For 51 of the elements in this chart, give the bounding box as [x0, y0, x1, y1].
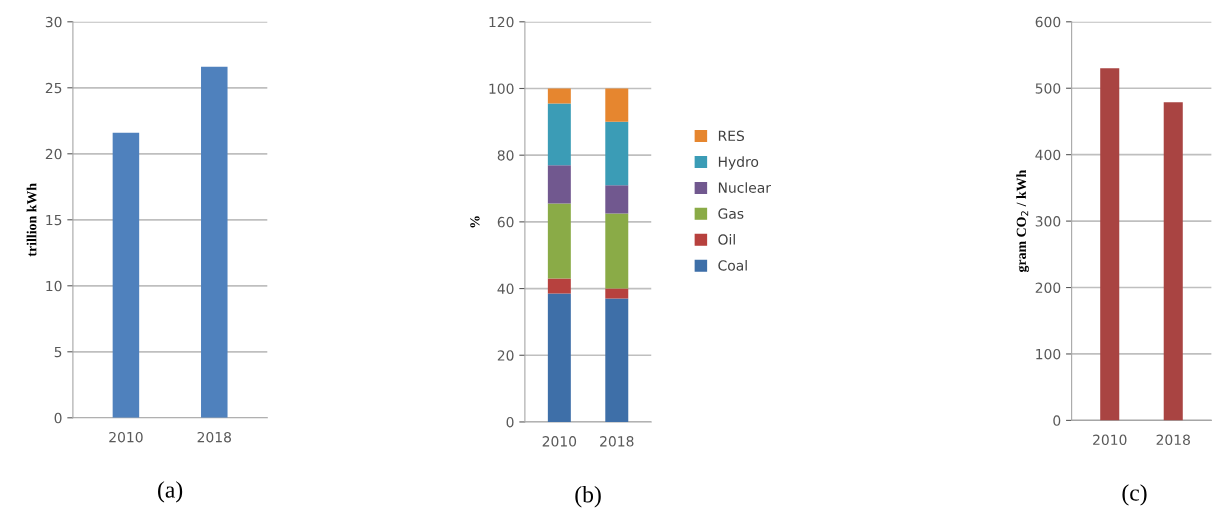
legend-label: Oil — [718, 234, 735, 245]
x-tick-label: 2018 — [197, 431, 231, 443]
bar — [605, 298, 629, 422]
y-tick-label: 5 — [54, 346, 62, 358]
x-tick-label: 2010 — [1093, 434, 1127, 446]
text: (b) — [575, 485, 601, 508]
y-tick-label: 80 — [497, 150, 514, 161]
y-tick-label: 0 — [54, 412, 62, 424]
y-tick-label: 60 — [497, 216, 514, 228]
bar — [605, 185, 629, 214]
bar — [547, 165, 571, 204]
legend-label: Gas — [718, 208, 744, 219]
y-tick-label: 300 — [1035, 216, 1061, 227]
y-tick-label: 10 — [46, 280, 62, 292]
y-tick-label: 600 — [1035, 16, 1061, 28]
y-tick-label: 0 — [1053, 415, 1061, 426]
legend-label: Nuclear — [718, 182, 771, 193]
bar — [605, 288, 629, 299]
bar — [605, 121, 629, 186]
y-tick-label: 20 — [497, 350, 514, 361]
legend-label: RES — [718, 130, 745, 142]
bar — [605, 88, 629, 122]
bar — [605, 213, 629, 289]
y-tick-label: 15 — [46, 214, 62, 226]
bar — [547, 278, 571, 294]
y-axis-title: % — [470, 216, 480, 228]
y-tick-label: 400 — [1035, 149, 1061, 161]
bar — [547, 203, 571, 279]
legend-label: Hydro — [718, 156, 759, 170]
legend-label: Coal — [718, 260, 747, 271]
x-tick-label: 2010 — [542, 436, 577, 447]
y-tick-label: 0 — [506, 416, 514, 428]
y-tick-label: 30 — [45, 16, 62, 28]
y-axis-title: gram CO$_{2}$ / kWh — [1016, 169, 1029, 273]
text: (a) — [158, 481, 183, 503]
y-axis-title: trillion kWh — [26, 183, 37, 257]
y-tick-label: 40 — [497, 283, 514, 295]
y-tick-label: 20 — [45, 148, 62, 160]
text: (c) — [1122, 484, 1147, 506]
y-tick-label: 200 — [1035, 282, 1061, 293]
y-tick-label: 120 — [489, 16, 514, 28]
x-tick-label: 2018 — [1156, 434, 1190, 446]
y-tick-label: 25 — [45, 82, 62, 94]
bar — [547, 293, 571, 422]
y-tick-label: 100 — [1036, 348, 1061, 360]
x-tick-label: 2018 — [600, 436, 634, 447]
bar — [547, 88, 571, 104]
y-tick-label: 500 — [1035, 83, 1061, 94]
y-tick-label: 100 — [489, 83, 514, 94]
bar — [547, 103, 571, 166]
x-tick-label: 2010 — [109, 431, 143, 443]
